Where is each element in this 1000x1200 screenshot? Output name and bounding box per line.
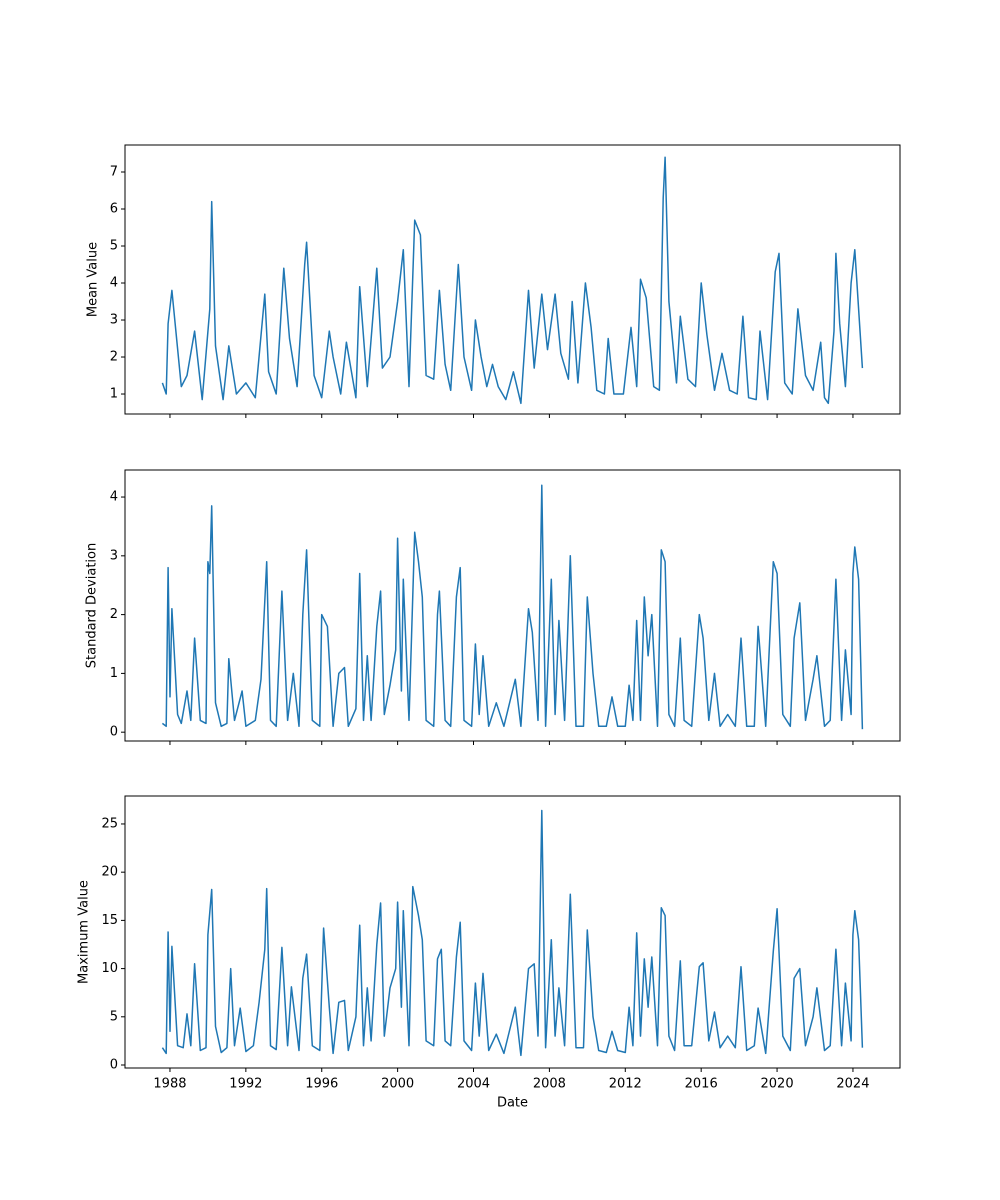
y-tick-label: 20 — [101, 865, 118, 880]
data-line — [161, 809, 864, 1057]
x-tick-label: 2024 — [836, 1077, 869, 1092]
x-tick-label: 2012 — [609, 1077, 642, 1092]
data-line — [161, 484, 864, 730]
data-line — [161, 156, 864, 405]
y-tick-label: 1 — [110, 666, 118, 681]
x-tick-label: 2000 — [381, 1077, 414, 1092]
x-tick-label: 2004 — [457, 1077, 490, 1092]
y-tick-label: 5 — [110, 1009, 118, 1024]
y-axis-label: Mean Value — [86, 242, 101, 317]
y-tick-label: 10 — [101, 961, 118, 976]
axes-frame — [124, 469, 901, 742]
y-tick-label: 7 — [110, 165, 118, 180]
y-tick-label: 1 — [110, 387, 118, 402]
y-tick-label: 4 — [110, 276, 118, 291]
y-tick-label: 0 — [110, 725, 118, 740]
x-tick-label: 2008 — [533, 1077, 566, 1092]
y-tick-label: 2 — [110, 350, 118, 365]
x-axis-label: Date — [497, 1096, 528, 1111]
x-tick-label: 2020 — [761, 1077, 794, 1092]
y-tick-label: 3 — [110, 548, 118, 563]
axes-frame — [124, 144, 901, 415]
y-tick-label: 4 — [110, 490, 118, 505]
y-tick-label: 6 — [110, 202, 118, 217]
y-tick-label: 5 — [110, 239, 118, 254]
x-tick-label: 1996 — [305, 1077, 338, 1092]
axes-frame — [124, 795, 901, 1069]
x-tick-label: 1988 — [153, 1077, 186, 1092]
y-tick-label: 15 — [101, 913, 118, 928]
x-tick-label: 2016 — [685, 1077, 718, 1092]
y-axis-label: Maximum Value — [77, 880, 92, 984]
y-tick-label: 2 — [110, 607, 118, 622]
y-tick-label: 0 — [110, 1058, 118, 1073]
x-tick-label: 1992 — [229, 1077, 262, 1092]
y-tick-label: 3 — [110, 313, 118, 328]
y-axis-label: Standard Deviation — [85, 543, 100, 668]
y-tick-label: 25 — [101, 816, 118, 831]
